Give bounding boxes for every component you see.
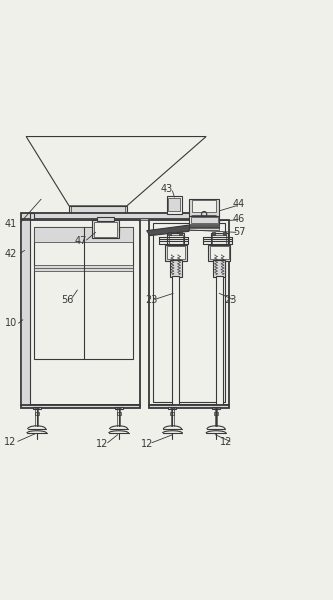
Text: 23: 23: [225, 295, 237, 305]
Text: 10: 10: [5, 318, 17, 328]
Bar: [170, 412, 174, 415]
Text: 12: 12: [4, 437, 17, 447]
Text: 43: 43: [161, 184, 172, 194]
Text: 23: 23: [146, 295, 158, 305]
Bar: [21, 218, 216, 220]
Text: 12: 12: [96, 439, 108, 449]
Bar: [169, 235, 183, 244]
Bar: [213, 260, 225, 277]
Bar: [212, 235, 226, 244]
Bar: [115, 407, 123, 409]
Text: 42: 42: [4, 249, 17, 259]
Bar: [33, 407, 41, 409]
Bar: [192, 200, 216, 212]
Bar: [69, 206, 127, 213]
Text: 46: 46: [233, 214, 245, 224]
Text: 47: 47: [75, 236, 87, 245]
Bar: [210, 246, 228, 259]
Bar: [189, 224, 219, 227]
Bar: [208, 245, 230, 261]
Text: 41: 41: [5, 219, 17, 229]
Bar: [117, 412, 121, 415]
Bar: [94, 222, 117, 236]
Bar: [34, 227, 134, 242]
Bar: [212, 407, 220, 409]
Bar: [166, 246, 185, 259]
Bar: [21, 405, 140, 409]
Polygon shape: [26, 137, 206, 206]
Bar: [223, 232, 226, 235]
Text: 12: 12: [220, 437, 232, 447]
Bar: [211, 233, 227, 245]
Bar: [35, 412, 39, 415]
Bar: [168, 198, 180, 211]
Bar: [168, 407, 176, 409]
Bar: [189, 227, 219, 230]
Bar: [21, 220, 140, 405]
Bar: [153, 223, 225, 402]
Text: 56: 56: [61, 295, 74, 305]
Bar: [214, 412, 218, 415]
Bar: [165, 245, 186, 261]
Text: 44: 44: [233, 199, 245, 209]
Bar: [92, 220, 119, 238]
Bar: [21, 213, 216, 219]
Text: 57: 57: [233, 227, 245, 238]
Bar: [190, 217, 218, 223]
Bar: [30, 213, 34, 219]
Bar: [189, 216, 219, 225]
Bar: [208, 213, 211, 219]
Bar: [172, 276, 179, 405]
Bar: [170, 260, 182, 277]
Bar: [168, 232, 171, 235]
Bar: [212, 232, 215, 235]
Bar: [21, 220, 30, 405]
Bar: [34, 227, 134, 359]
Bar: [189, 199, 219, 216]
Bar: [167, 233, 184, 245]
Bar: [179, 232, 182, 235]
Bar: [149, 220, 228, 405]
Bar: [149, 405, 228, 409]
Polygon shape: [189, 216, 219, 219]
Bar: [166, 196, 182, 214]
Text: 12: 12: [141, 439, 154, 449]
Bar: [34, 265, 134, 271]
Bar: [216, 276, 223, 405]
Bar: [97, 217, 114, 221]
Polygon shape: [147, 225, 189, 236]
